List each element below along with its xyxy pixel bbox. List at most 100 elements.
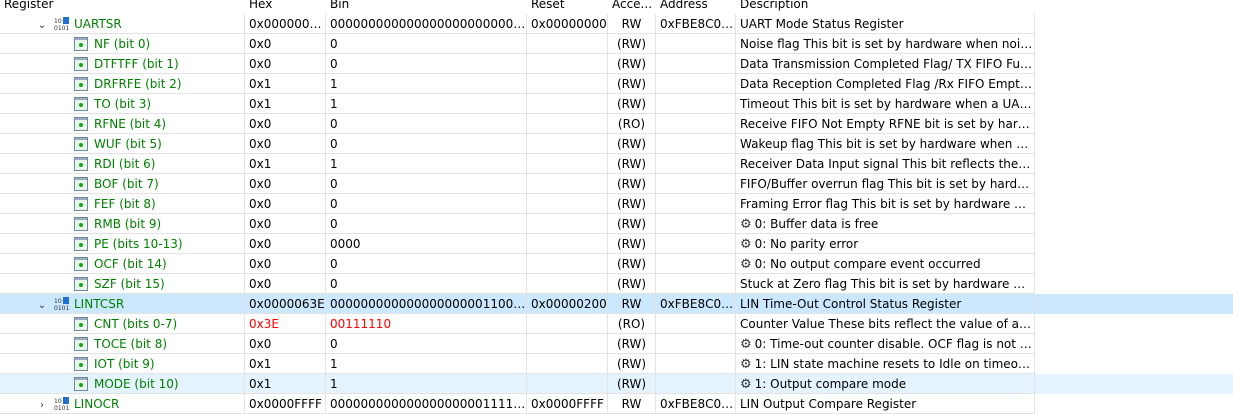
chevron-down-icon[interactable]: ⌄ — [37, 20, 47, 31]
hex-value[interactable]: 0x0 — [245, 274, 326, 294]
field-row[interactable]: NF (bit 0) 0x0 0 (RW) Noise flag This bit… — [0, 34, 1233, 54]
reset-value — [527, 114, 608, 134]
reset-value — [527, 134, 608, 154]
gear-icon[interactable]: ⚙ — [740, 337, 752, 352]
bin-value[interactable]: 1 — [326, 94, 527, 114]
hex-value[interactable]: 0x1 — [245, 354, 326, 374]
bin-value[interactable]: 0 — [326, 174, 527, 194]
field-row[interactable]: WUF (bit 5) 0x0 0 (RW) Wakeup flag This b… — [0, 134, 1233, 154]
bin-value[interactable]: 1 — [326, 374, 527, 394]
hex-value[interactable]: 0x1 — [245, 154, 326, 174]
gear-icon[interactable]: ⚙ — [740, 257, 752, 272]
header-address[interactable]: Address — [660, 0, 708, 11]
hex-value[interactable]: 0x0000FFFF — [245, 394, 326, 414]
access-value: (RW) — [608, 54, 656, 74]
field-row[interactable]: SZF (bit 15) 0x0 0 (RW) Stuck at Zero fla… — [0, 274, 1233, 294]
hex-value[interactable]: 0x0 — [245, 194, 326, 214]
bin-value[interactable]: 000000000000000000001111111111... — [326, 394, 527, 414]
bin-value[interactable]: 0 — [326, 54, 527, 74]
hex-value[interactable]: 0x0 — [245, 214, 326, 234]
field-row[interactable]: OCF (bit 14) 0x0 0 (RW) ⚙ 0: No output com… — [0, 254, 1233, 274]
field-row[interactable]: TO (bit 3) 0x1 1 (RW) Timeout This bit is… — [0, 94, 1233, 114]
address-value — [656, 234, 736, 254]
reset-value — [527, 254, 608, 274]
header-bin[interactable]: Bin — [330, 0, 350, 11]
field-name: BOF (bit 7) — [94, 177, 159, 191]
bin-value[interactable]: 0 — [326, 194, 527, 214]
gear-icon[interactable]: ⚙ — [740, 357, 752, 372]
hex-value[interactable]: 0x1 — [245, 74, 326, 94]
table-body: ⌄ 10 0101 UARTSR 0x0000004C 0000000000000000… — [0, 14, 1233, 414]
field-row[interactable]: TOCE (bit 8) 0x0 0 (RW) ⚙ 0: Time-out coun… — [0, 334, 1233, 354]
field-name: DRFRFE (bit 2) — [94, 77, 182, 91]
hex-value[interactable]: 0x0 — [245, 234, 326, 254]
field-row[interactable]: FEF (bit 8) 0x0 0 (RW) Framing Error flag… — [0, 194, 1233, 214]
gear-icon[interactable]: ⚙ — [740, 377, 752, 392]
bin-value[interactable]: 1 — [326, 74, 527, 94]
bin-value[interactable]: 0000 — [326, 234, 527, 254]
register-row[interactable]: ⌄ 10 0101 UARTSR 0x0000004C 0000000000000000… — [0, 14, 1233, 34]
svg-text:10: 10 — [54, 18, 62, 25]
description-cell: ⚙ 1: Output compare mode — [736, 374, 1035, 394]
hex-value[interactable]: 0x0 — [245, 334, 326, 354]
reset-value — [527, 94, 608, 114]
header-description[interactable]: Description — [740, 0, 809, 11]
chevron-down-icon[interactable]: ⌄ — [37, 300, 47, 311]
register-name: LINTCSR — [74, 297, 125, 311]
hex-value[interactable]: 0x0 — [245, 134, 326, 154]
description-cell: LIN Output Compare Register — [736, 394, 1035, 414]
field-row[interactable]: PE (bits 10-13) 0x0 0000 (RW) ⚙ 0: No pari… — [0, 234, 1233, 254]
hex-value[interactable]: 0x0 — [245, 54, 326, 74]
bin-value[interactable]: 0 — [326, 34, 527, 54]
field-row[interactable]: IOT (bit 9) 0x1 1 (RW) ⚙ 1: LIN state mach… — [0, 354, 1233, 374]
address-value — [656, 214, 736, 234]
chevron-right-icon[interactable]: › — [40, 400, 44, 411]
field-row[interactable]: DRFRFE (bit 2) 0x1 1 (RW) Data Reception … — [0, 74, 1233, 94]
header-hex[interactable]: Hex — [249, 0, 273, 11]
register-row[interactable]: › 10 0101 LINOCR 0x0000FFFF 0000000000000000… — [0, 394, 1233, 414]
hex-value[interactable]: 0x0000004C — [245, 14, 326, 34]
bin-value[interactable]: 0 — [326, 114, 527, 134]
hex-value[interactable]: 0x1 — [245, 94, 326, 114]
bin-value[interactable]: 0 — [326, 334, 527, 354]
description-text: 0: No parity error — [754, 237, 859, 251]
bitfield-icon — [74, 97, 88, 111]
hex-value[interactable]: 0x0 — [245, 254, 326, 274]
field-row[interactable]: MODE (bit 10) 0x1 1 (RW) ⚙ 1: Output compa… — [0, 374, 1233, 394]
description-text: 1: LIN state machine resets to Idle on t… — [754, 357, 1035, 371]
bin-value[interactable]: 1 — [326, 354, 527, 374]
description-text: Noise flag This bit is set by hardware w… — [740, 37, 1035, 51]
bin-value[interactable]: 0000000000000000000000001... — [326, 14, 527, 34]
description-cell: Data Transmission Completed Flag/ TX FIF… — [736, 54, 1035, 74]
bin-value[interactable]: 0 — [326, 214, 527, 234]
field-row[interactable]: BOF (bit 7) 0x0 0 (RW) FIFO/Buffer overru… — [0, 174, 1233, 194]
field-row[interactable]: RFNE (bit 4) 0x0 0 (RO) Receive FIFO Not … — [0, 114, 1233, 134]
bin-value[interactable]: 0000000000000000000011000... — [326, 294, 527, 314]
register-row[interactable]: ⌄ 10 0101 LINTCSR 0x0000063E 000000000000000… — [0, 294, 1233, 314]
register-name-cell: › 10 0101 LINOCR — [0, 394, 245, 414]
bin-value[interactable]: 0 — [326, 134, 527, 154]
hex-value[interactable]: 0x0 — [245, 174, 326, 194]
register-binary-icon: 10 0101 — [54, 297, 70, 312]
field-name-cell: WUF (bit 5) — [0, 134, 245, 154]
field-name: RDI (bit 6) — [94, 157, 156, 171]
hex-value[interactable]: 0x0000063E — [245, 294, 326, 314]
hex-value[interactable]: 0x3E — [245, 314, 326, 334]
field-row[interactable]: CNT (bits 0-7) 0x3E 00111110 (RO) Counter… — [0, 314, 1233, 334]
field-row[interactable]: DTFTFF (bit 1) 0x0 0 (RW) Data Transmissi… — [0, 54, 1233, 74]
address-value: 0xFBE8C01C — [656, 394, 736, 414]
header-register[interactable]: Register — [4, 0, 54, 11]
hex-value[interactable]: 0x0 — [245, 114, 326, 134]
bin-value[interactable]: 00111110 — [326, 314, 527, 334]
bin-value[interactable]: 1 — [326, 154, 527, 174]
field-row[interactable]: RDI (bit 6) 0x1 1 (RW) Receiver Data Inpu… — [0, 154, 1233, 174]
header-reset[interactable]: Reset — [531, 0, 565, 11]
bin-value[interactable]: 0 — [326, 274, 527, 294]
gear-icon[interactable]: ⚙ — [740, 217, 752, 232]
field-row[interactable]: RMB (bit 9) 0x0 0 (RW) ⚙ 0: Buffer data is… — [0, 214, 1233, 234]
hex-value[interactable]: 0x1 — [245, 374, 326, 394]
gear-icon[interactable]: ⚙ — [740, 237, 752, 252]
bin-value[interactable]: 0 — [326, 254, 527, 274]
header-access[interactable]: Acce... — [611, 0, 653, 11]
hex-value[interactable]: 0x0 — [245, 34, 326, 54]
